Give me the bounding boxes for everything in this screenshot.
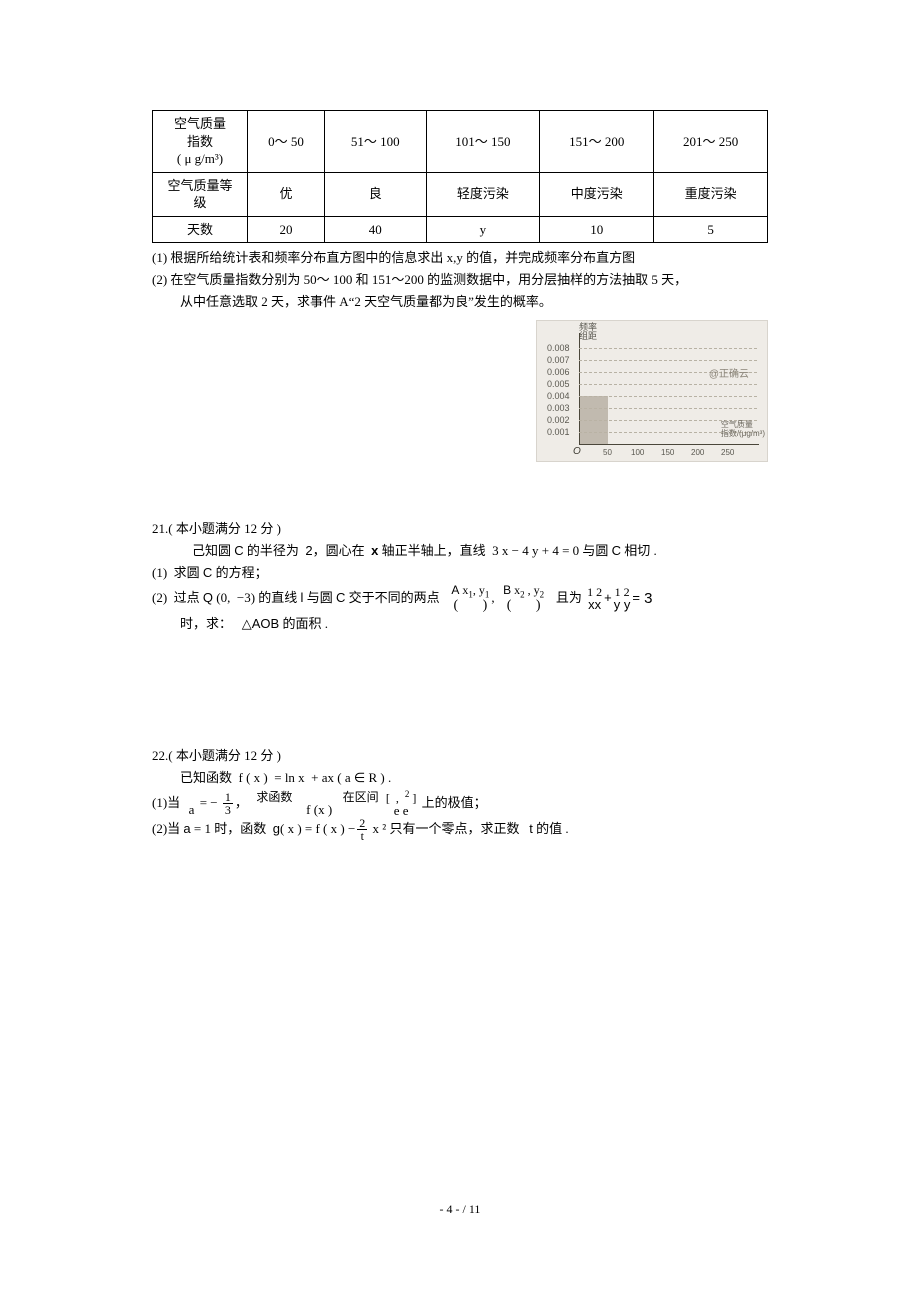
label-text: 空气质量 [721, 420, 753, 429]
gridline [579, 348, 757, 349]
xtick: 100 [631, 448, 644, 457]
cell-text: 空气质量 [174, 116, 226, 131]
origin-label: O [573, 446, 581, 457]
text: (1)当 [152, 794, 187, 812]
q22-p1: (1)当 a = − 1 3 ， 求函数 f (x ) [152, 790, 768, 817]
cell-text: 指数 [187, 134, 213, 149]
q22-p2: (2)当 a = 1 时，函数 g( x ) = f ( x ) − 2 t x… [152, 817, 768, 842]
one-third: 1 3 [223, 791, 233, 816]
cell: 重度污染 [654, 172, 768, 216]
label-text: 指数/(μg/m³) [721, 429, 765, 438]
q22-head: 22.( 本小题满分 12 分 ) [152, 745, 768, 767]
three: 3 [640, 588, 653, 609]
x-axis [579, 444, 759, 445]
ytick: 0.008 [547, 343, 570, 353]
ytick: 0.005 [547, 379, 570, 389]
q21-head: 21.( 本小题满分 12 分 ) [152, 518, 768, 540]
text: = − [196, 794, 220, 812]
cell: 101～ 150 [426, 111, 540, 173]
cell: 51～ 100 [324, 111, 426, 173]
ytick: 0.002 [547, 415, 570, 425]
cell: 151～ 200 [540, 111, 654, 173]
row2-label: 空气质量等 级 [153, 172, 248, 216]
ytick: 0.007 [547, 355, 570, 365]
cell: 0～ 50 [248, 111, 325, 173]
ytick: 0.003 [547, 403, 570, 413]
equals: = [632, 589, 640, 607]
q20-part2b: 从中任意选取 2 天，求事件 A“2 天空气质量都为良”发生的概率。 [152, 291, 768, 313]
page: 空气质量 指数 ( μ g/m³) 0～ 50 51～ 100 101～ 150… [0, 0, 920, 1257]
xtick: 150 [661, 448, 674, 457]
cell: 轻度污染 [426, 172, 540, 216]
text: (2)当 a = 1 时，函数 g( x ) = f ( x ) − [152, 820, 355, 838]
question-21: 21.( 本小题满分 12 分 ) 己知圆 C 的半径为 2，圆心在 x 轴正半… [152, 518, 768, 636]
text [381, 794, 384, 812]
yy-term: 1 2 y y [614, 586, 631, 611]
cell: 优 [248, 172, 325, 216]
plus: + [604, 589, 612, 607]
x-axis-title: 空气质量 指数/(μg/m³) [721, 421, 765, 439]
a-stack: a [189, 791, 195, 816]
row3-label: 天数 [153, 216, 248, 243]
air-quality-table: 空气质量 指数 ( μ g/m³) 0～ 50 51～ 100 101～ 150… [152, 110, 768, 243]
y-axis-title: 频率 组距 [579, 323, 597, 343]
text: 上的极值； [418, 794, 486, 812]
label-text: 组距 [579, 331, 597, 341]
gridline [579, 360, 757, 361]
cell: 201～ 250 [654, 111, 768, 173]
q21-p2-line2: 时，求： △AOB 的面积 . [152, 613, 768, 635]
table-row: 空气质量等 级 优 良 轻度污染 中度污染 重度污染 [153, 172, 768, 216]
stack-text: 在区间 [343, 791, 379, 816]
watermark: @正确云 [709, 365, 749, 380]
cell: 中度污染 [540, 172, 654, 216]
cell-text: ( μ g/m³) [177, 151, 223, 166]
q22-intro: 已知函数 f ( x ) = ln x + ax ( a ∈ R ) . [152, 767, 768, 789]
cell: 良 [324, 172, 426, 216]
ytick: 0.004 [547, 391, 570, 401]
ytick: 0.001 [547, 427, 570, 437]
cell: 10 [540, 216, 654, 243]
cell: 5 [654, 216, 768, 243]
xtick: 200 [691, 448, 704, 457]
interval: [ , 2 ] e e [386, 790, 417, 817]
gridline [579, 384, 757, 385]
text: (2) 过点 Q (0, −3) 的直线 l 与圆 C 交于不同的两点 [152, 589, 449, 607]
row1-label: 空气质量 指数 ( μ g/m³) [153, 111, 248, 173]
bar-0-50 [580, 396, 608, 444]
cell: y [426, 216, 540, 243]
cell: 20 [248, 216, 325, 243]
text [294, 794, 304, 812]
q20-part1: (1) 根据所给统计表和频率分布直方图中的信息求出 x,y 的值，并完成频率分布… [152, 247, 768, 269]
text: 且为 [546, 589, 585, 607]
table-row: 空气质量 指数 ( μ g/m³) 0～ 50 51～ 100 101～ 150… [153, 111, 768, 173]
table-row: 天数 20 40 y 10 5 [153, 216, 768, 243]
text [334, 794, 341, 812]
q20-part2a: (2) 在空气质量指数分别为 50～ 100 和 151～200 的监测数据中，… [152, 269, 768, 291]
fx-stack: f (x ) [306, 791, 332, 816]
histogram-container: 频率 组距 0.001 0.002 0.003 0.004 0.005 0.00… [152, 320, 768, 462]
xx-term: 1 2 xx [587, 586, 602, 611]
cell-text: 级 [193, 195, 206, 210]
two-over-t: 2 t [357, 817, 367, 842]
point-B: B x2 , y2 ( ) [503, 584, 544, 613]
cell: 40 [324, 216, 426, 243]
text: , [491, 589, 501, 607]
frequency-histogram: 频率 组距 0.001 0.002 0.003 0.004 0.005 0.00… [536, 320, 768, 462]
q21-intro: 己知圆 C 的半径为 2，圆心在 x 轴正半轴上，直线 3 x − 4 y + … [152, 540, 768, 562]
xtick: 50 [603, 448, 612, 457]
q21-p2-line1: (2) 过点 Q (0, −3) 的直线 l 与圆 C 交于不同的两点 A x1… [152, 584, 768, 613]
ytick: 0.006 [547, 367, 570, 377]
stack-text: 求函数 [256, 791, 292, 816]
cell-text: 空气质量等 [167, 178, 232, 193]
point-A: A x1, y1 ( ) [451, 584, 489, 613]
text: ， [235, 794, 255, 812]
question-22: 22.( 本小题满分 12 分 ) 已知函数 f ( x ) = ln x + … [152, 745, 768, 841]
q21-p1: (1) 求圆 C 的方程； [152, 562, 768, 584]
page-footer: - 4 - / 11 [152, 1202, 768, 1217]
text: x ² 只有一个零点，求正数 t 的值 . [369, 820, 568, 838]
xtick: 250 [721, 448, 734, 457]
